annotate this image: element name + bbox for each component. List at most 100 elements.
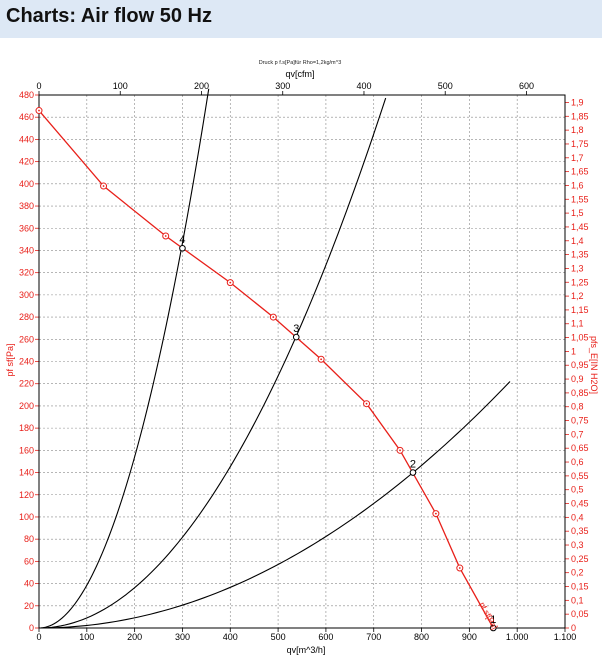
fan-curve-marker-dot	[458, 567, 461, 569]
y-left-tick-label: 80	[24, 534, 34, 544]
operating-point-1	[489, 624, 497, 632]
operating-point-2	[409, 469, 417, 476]
y-right-tick-label: 0,1	[571, 595, 584, 605]
y-right-tick-label: 0,75	[571, 416, 589, 426]
y-right-tick-label: 1,25	[571, 277, 589, 287]
y-left-tick-label: 460	[19, 112, 34, 122]
y-right-tick-label: 0,95	[571, 360, 589, 370]
y-left-tick-label: 200	[19, 401, 34, 411]
y-right-tick-label: 1,85	[571, 111, 589, 121]
y-right-tick-label: 0,2	[571, 568, 584, 578]
x-bottom-tick-label: 1.000	[506, 632, 529, 642]
x-top-tick-label: 200	[194, 81, 209, 91]
y-right-tick-label: 0,55	[571, 471, 589, 481]
y-right-tick-label: 0,05	[571, 609, 589, 619]
y-left-tick-label: 280	[19, 312, 34, 322]
y-left-tick-label: 100	[19, 512, 34, 522]
y-right-tick-label: 0,25	[571, 554, 589, 564]
y-left-tick-label: 160	[19, 445, 34, 455]
y-right-tick-label: 1,7	[571, 153, 584, 163]
x-bottom-tick-label: 1.100	[554, 632, 577, 642]
y-left-tick-label: 20	[24, 601, 34, 611]
y-right-tick-label: 0,85	[571, 388, 589, 398]
chart-caption: Druck p f.s[Pa]für Rho=1,2kg/m^3	[259, 60, 342, 66]
y-right-tick-label: 0,15	[571, 582, 589, 592]
x-top-tick-label: 300	[275, 81, 290, 91]
y-right-tick-label: 1,55	[571, 194, 589, 204]
title-bar	[0, 0, 602, 38]
y-right-tick-label: 1,45	[571, 222, 589, 232]
x-bottom-tick-label: 800	[414, 632, 429, 642]
x-bottom-tick-label: 500	[271, 632, 286, 642]
y-right-tick-label: 0,65	[571, 443, 589, 453]
y-right-tick-label: 0,7	[571, 429, 584, 439]
y-right-tick-label: 1,5	[571, 208, 584, 218]
y-right-tick-label: 1,65	[571, 167, 589, 177]
y-left-tick-label: 320	[19, 268, 34, 278]
y-left-tick-label: 420	[19, 157, 34, 167]
y-right-tick-label: 0	[571, 623, 576, 633]
system-curve-4	[38, 88, 210, 629]
fan-curve-marker-dot	[320, 358, 323, 361]
fan-curve-marker-dot	[102, 185, 105, 187]
y-left-tick-label: 260	[19, 334, 34, 344]
y-right-tick-label: 1,8	[571, 125, 584, 135]
fan-curve-marker-dot	[229, 281, 232, 284]
fan-curve-marker-dot	[38, 109, 40, 112]
operating-point-label: 3	[293, 323, 299, 335]
operating-point-label: 2	[410, 459, 416, 471]
y-right-label: pfs_E[IN H2O]	[589, 336, 599, 394]
y-left-tick-label: 40	[24, 579, 34, 589]
y-left-tick-label: 60	[24, 556, 34, 566]
operating-point-4	[179, 244, 186, 252]
y-right-tick-label: 0,9	[571, 374, 584, 384]
y-left-tick-label: 380	[19, 201, 34, 211]
system-curve-2	[38, 381, 511, 629]
y-right-tick-label: 1,2	[571, 291, 584, 301]
y-left-tick-label: 440	[19, 134, 34, 144]
y-left-label: pf sf[Pa]	[5, 343, 15, 376]
y-right-tick-label: 1,6	[571, 180, 584, 190]
x-bottom-tick-label: 400	[223, 632, 238, 642]
y-left-tick-label: 140	[19, 468, 34, 478]
y-right-tick-label: 0,45	[571, 499, 589, 509]
y-left-tick-label: 400	[19, 179, 34, 189]
y-left-tick-label: 0	[29, 623, 34, 633]
x-top-tick-label: 0	[36, 81, 41, 91]
x-top-tick-label: 400	[356, 81, 371, 91]
y-right-tick-label: 0,8	[571, 402, 584, 412]
y-right-tick-label: 1,75	[571, 139, 589, 149]
x-bottom-tick-label: 700	[366, 632, 381, 642]
y-left-tick-label: 360	[19, 223, 34, 233]
y-right-tick-label: 0,35	[571, 526, 589, 536]
x-top-tick-label: 100	[113, 81, 128, 91]
y-left-tick-label: 480	[19, 90, 34, 100]
x-bottom-tick-label: 600	[318, 632, 333, 642]
y-right-tick-label: 1,1	[571, 319, 584, 329]
y-left-tick-label: 220	[19, 379, 34, 389]
x-bottom-tick-label: 900	[462, 632, 477, 642]
fan-curve-marker-dot	[434, 512, 437, 515]
x-bottom-tick-label: 200	[127, 632, 142, 642]
y-right-tick-label: 0,6	[571, 457, 584, 467]
operating-point-label: 1	[490, 614, 496, 626]
fan-curve-marker-dot	[399, 449, 401, 452]
y-left-tick-label: 180	[19, 423, 34, 433]
y-right-tick-label: 1	[571, 346, 576, 356]
y-right-tick-label: 1,4	[571, 236, 584, 246]
fan-curve-line	[38, 110, 494, 629]
y-right-tick-label: 1,35	[571, 250, 589, 260]
x-top-label: qv[cfm]	[285, 69, 314, 79]
page-title: Charts: Air flow 50 Hz	[6, 5, 212, 27]
x-bottom-tick-label: 0	[36, 632, 41, 642]
operating-point-label: 4	[179, 234, 185, 246]
y-right-tick-label: 0,3	[571, 540, 584, 550]
fan-curve-marker-dot	[164, 235, 167, 237]
y-left-tick-label: 300	[19, 290, 34, 300]
y-right-tick-label: 1,05	[571, 333, 589, 343]
fan-curve-marker-dot	[365, 402, 368, 405]
y-right-tick-label: 1,3	[571, 263, 584, 273]
plot-area: 0 100 200 300 400 500 600 700 800 900 1.000 1.10002…	[19, 81, 589, 642]
y-right-tick-label: 0,4	[571, 512, 584, 522]
